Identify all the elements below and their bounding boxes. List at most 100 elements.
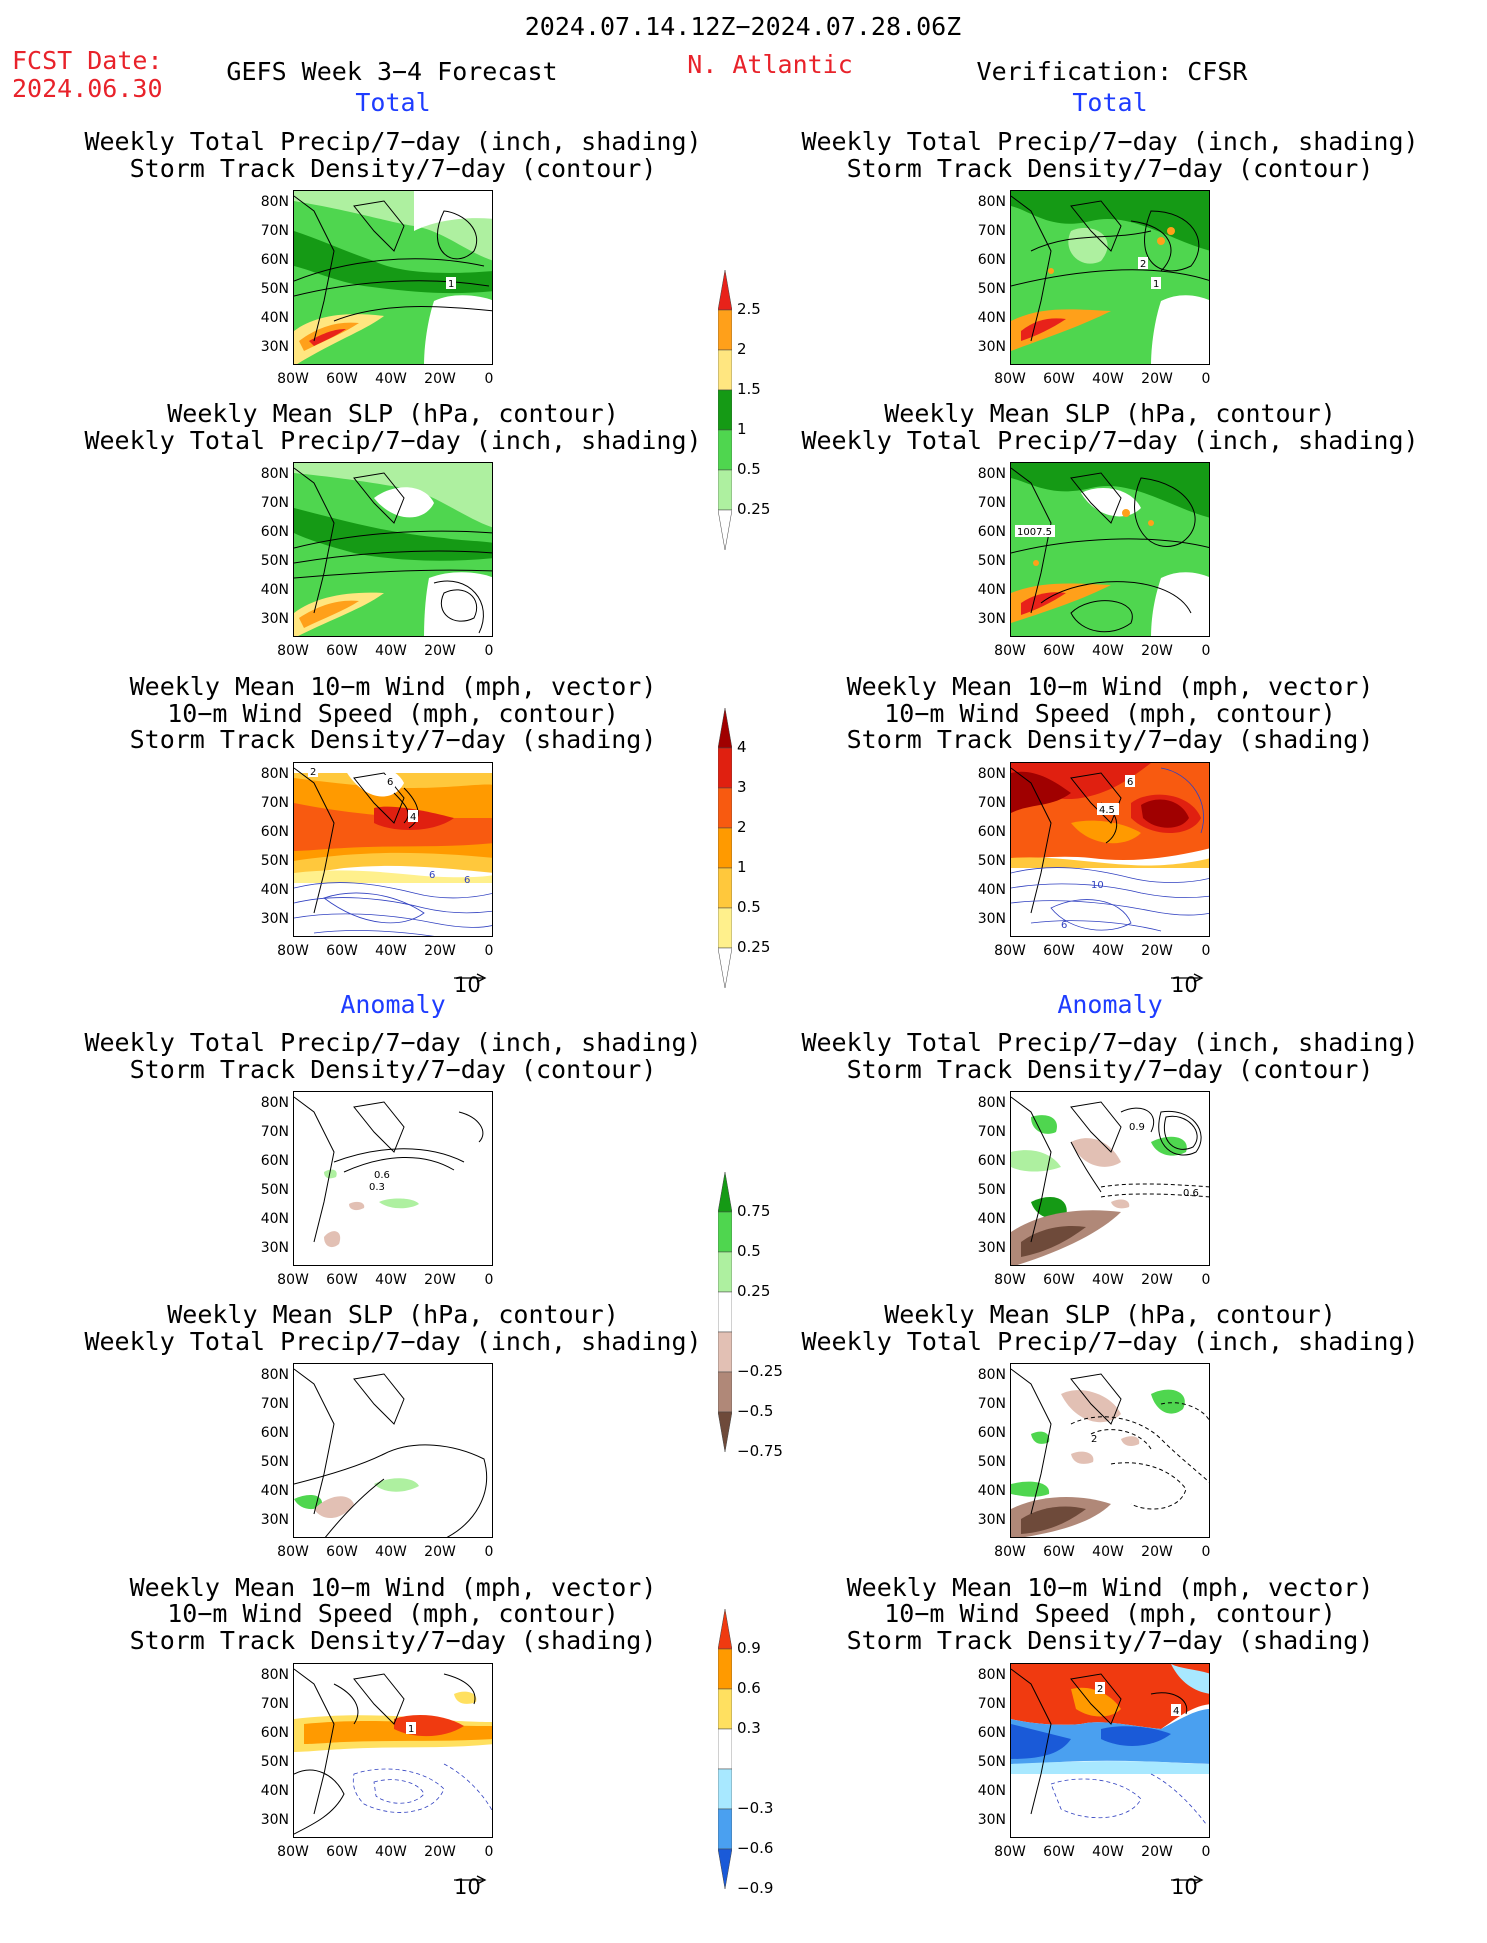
contour-label: 1: [408, 1724, 414, 1735]
panel-title: Weekly Total Precip/7−day (inch, shading…: [801, 1028, 1419, 1057]
map-panel-slp-precip-forecast: [293, 462, 493, 637]
map-panel-slp-precip-anomaly-forecast: [293, 1363, 493, 1538]
lon-tick-label: 0: [484, 1544, 494, 1560]
lat-tick-label: 40N: [260, 1211, 289, 1227]
lat-tick-label: 40N: [260, 310, 289, 326]
lon-tick-label: 40W: [1092, 1544, 1124, 1560]
contour-label: 2: [1097, 1684, 1103, 1695]
contour-label: 0.9: [1129, 1122, 1145, 1133]
lon-tick-label: 0: [1201, 1272, 1211, 1288]
map-panel-precip-track-forecast: 1: [293, 190, 493, 365]
model-title: GEFS Week 3−4 Forecast: [226, 57, 558, 86]
contour-label: 4.5: [1099, 805, 1115, 816]
lat-tick-label: 70N: [260, 495, 289, 511]
vector-reference-arrow-icon: [1170, 968, 1204, 987]
panel-title: Weekly Mean 10−m Wind (mph, vector): [129, 1573, 657, 1602]
panel-title: Weekly Total Precip/7−day (inch, shading…: [84, 1327, 702, 1356]
lat-tick-label: 80N: [260, 1095, 289, 1111]
lon-tick-label: 60W: [326, 643, 358, 659]
lon-tick-label: 60W: [1043, 1844, 1075, 1860]
lon-tick-label: 80W: [277, 1272, 309, 1288]
lon-tick-label: 20W: [1141, 1544, 1173, 1560]
panel-title: Storm Track Density/7−day (contour): [846, 1055, 1374, 1084]
lon-tick-label: 40W: [375, 1544, 407, 1560]
colorbar-tick-label: 4: [737, 738, 747, 756]
panel-title: Storm Track Density/7−day (shading): [846, 725, 1374, 754]
panel-title: Weekly Mean SLP (hPa, contour): [167, 1300, 619, 1329]
lat-tick-label: 50N: [977, 1182, 1006, 1198]
lat-tick-label: 30N: [977, 1512, 1006, 1528]
lat-tick-label: 80N: [977, 1667, 1006, 1683]
lon-tick-label: 60W: [326, 943, 358, 959]
lat-tick-label: 80N: [977, 766, 1006, 782]
lon-tick-label: 40W: [375, 1844, 407, 1860]
panel-title: Weekly Total Precip/7−day (inch, shading…: [84, 127, 702, 156]
lat-tick-label: 80N: [260, 766, 289, 782]
colorbar-tick-label: 1: [737, 420, 747, 438]
section-total-left: Total: [355, 88, 431, 117]
lon-tick-label: 0: [1201, 643, 1211, 659]
lat-tick-label: 80N: [977, 1367, 1006, 1383]
lon-tick-label: 80W: [277, 1544, 309, 1560]
lon-tick-label: 80W: [277, 371, 309, 387]
colorbar-tick-label: 2.5: [737, 300, 761, 318]
lon-tick-label: 80W: [994, 1272, 1026, 1288]
contour-label: 2: [310, 767, 316, 778]
lat-tick-label: 60N: [977, 252, 1006, 268]
lat-tick-label: 30N: [977, 339, 1006, 355]
lat-tick-label: 60N: [260, 252, 289, 268]
contour-label: 4: [1173, 1706, 1179, 1717]
lat-tick-label: 70N: [977, 1696, 1006, 1712]
lon-tick-label: 0: [484, 371, 494, 387]
panel-title: Weekly Total Precip/7−day (inch, shading…: [801, 1327, 1419, 1356]
panel-title: 10−m Wind Speed (mph, contour): [167, 699, 619, 728]
lat-tick-label: 80N: [260, 1367, 289, 1383]
lon-tick-label: 40W: [1092, 643, 1124, 659]
panel-title: Weekly Mean 10−m Wind (mph, vector): [846, 672, 1374, 701]
lat-tick-label: 60N: [260, 1153, 289, 1169]
map-panel-precip-track-anomaly-forecast: 0.6 0.3: [293, 1091, 493, 1266]
contour-label: 6: [387, 777, 393, 788]
colorbar-tick-label: 1.5: [737, 380, 761, 398]
contour-label: 6: [464, 875, 470, 886]
colorbar-precip-anom: [717, 1171, 733, 1506]
lat-tick-label: 30N: [260, 1240, 289, 1256]
lat-tick-label: 80N: [977, 1095, 1006, 1111]
lon-tick-label: 20W: [1141, 643, 1173, 659]
lat-tick-label: 70N: [260, 1124, 289, 1140]
lat-tick-label: 60N: [977, 824, 1006, 840]
lon-tick-label: 0: [484, 643, 494, 659]
contour-label: 10: [1091, 880, 1104, 891]
panel-title: Weekly Mean SLP (hPa, contour): [884, 1300, 1336, 1329]
lon-tick-label: 80W: [277, 1844, 309, 1860]
map-panel-wind-track-anomaly-forecast: 1: [293, 1663, 493, 1838]
lat-tick-label: 70N: [977, 223, 1006, 239]
contour-label: 2: [1091, 1434, 1097, 1445]
lat-tick-label: 30N: [977, 1812, 1006, 1828]
vector-reference-arrow-icon: [453, 968, 487, 987]
lat-tick-label: 70N: [260, 795, 289, 811]
lat-tick-label: 50N: [977, 553, 1006, 569]
lon-tick-label: 0: [1201, 943, 1211, 959]
map-panel-wind-track-forecast: 2 6 4 6 6: [293, 762, 493, 937]
lon-tick-label: 60W: [1043, 943, 1075, 959]
lat-tick-label: 70N: [977, 1124, 1006, 1140]
panel-title: Storm Track Density/7−day (contour): [129, 154, 657, 183]
lat-tick-label: 30N: [260, 611, 289, 627]
map-panel-wind-track-anomaly-verification: 2 4: [1010, 1663, 1210, 1838]
lon-tick-label: 0: [1201, 1544, 1211, 1560]
lat-tick-label: 40N: [260, 582, 289, 598]
lat-tick-label: 70N: [977, 795, 1006, 811]
lat-tick-label: 60N: [977, 1153, 1006, 1169]
lat-tick-label: 50N: [977, 853, 1006, 869]
panel-title: Weekly Mean 10−m Wind (mph, vector): [846, 1573, 1374, 1602]
colorbar-tick-label: 0.5: [737, 1242, 761, 1260]
fcst-date-label: FCST Date:: [12, 46, 163, 75]
lat-tick-label: 30N: [977, 611, 1006, 627]
fcst-date-value: 2024.06.30: [12, 74, 163, 103]
panel-title: Weekly Total Precip/7−day (inch, shading…: [84, 1028, 702, 1057]
section-anomaly-left: Anomaly: [340, 990, 446, 1019]
vector-reference-arrow-icon: [453, 1870, 487, 1889]
vector-reference-label: 10: [454, 1875, 481, 1899]
colorbar-tick-label: 0.75: [737, 1202, 771, 1220]
